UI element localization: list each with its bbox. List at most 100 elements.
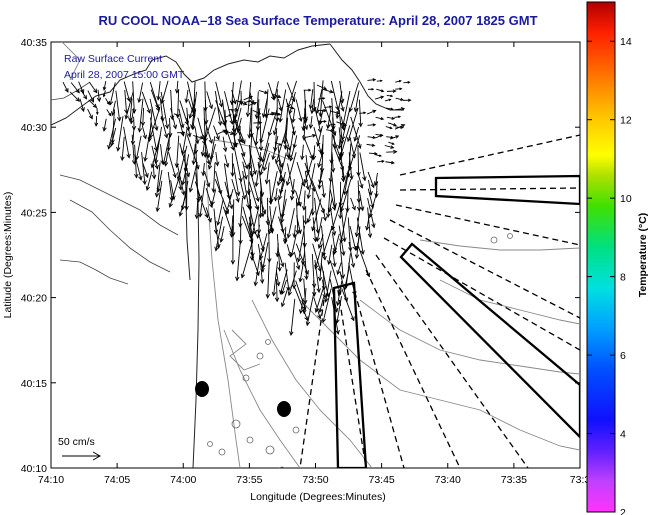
current-vector <box>286 244 292 258</box>
current-vector <box>375 154 382 157</box>
current-vector <box>313 297 322 320</box>
current-vector <box>376 79 383 83</box>
current-vector <box>353 90 360 113</box>
colorbar-tick-label: 4 <box>620 429 626 441</box>
current-vector <box>295 190 302 207</box>
current-vector <box>277 154 284 169</box>
current-vector <box>336 262 342 276</box>
y-axis: 40:35 40:30 40:25 40:20 40:15 40:10 <box>21 37 580 475</box>
current-vector <box>308 116 314 130</box>
current-vector <box>322 279 327 299</box>
current-vector <box>316 126 323 147</box>
current-vector <box>328 123 336 127</box>
current-vector <box>252 109 262 115</box>
current-vector <box>106 109 112 117</box>
current-vector <box>356 217 365 256</box>
current-vector <box>341 288 355 322</box>
current-vector <box>240 243 253 279</box>
current-vector <box>356 243 371 278</box>
current-vector <box>249 207 257 235</box>
current-vector <box>339 242 346 280</box>
current-vector <box>367 78 377 82</box>
current-vector <box>329 189 337 211</box>
current-vector <box>350 116 362 150</box>
current-vector <box>365 217 370 231</box>
current-vector <box>293 251 301 271</box>
current-vector <box>188 98 196 120</box>
current-vector <box>384 145 395 149</box>
current-vector <box>140 107 146 127</box>
current-vector <box>339 206 349 244</box>
current-vector <box>326 180 332 219</box>
current-vector <box>339 99 345 112</box>
colorbar-tick-label: 12 <box>620 115 632 127</box>
current-vector <box>387 122 398 127</box>
current-vector <box>304 171 310 191</box>
current-vector <box>285 152 297 187</box>
current-vector <box>188 162 198 193</box>
current-vector <box>308 89 314 110</box>
annotation-line-2: April 28, 2007 15:00 GMT <box>64 69 185 81</box>
current-vector <box>250 152 257 175</box>
current-vector <box>277 98 283 112</box>
current-vector <box>224 181 234 210</box>
current-vector <box>377 159 385 163</box>
current-vector <box>245 100 252 104</box>
current-vector <box>149 98 159 132</box>
current-vector <box>123 126 131 159</box>
current-vector <box>348 152 354 181</box>
current-vector <box>389 135 400 140</box>
colorbar-label: Temperature (°C) <box>637 213 649 298</box>
current-vector <box>274 127 288 165</box>
x-tick-label: 74:05 <box>104 474 130 486</box>
current-vector <box>160 91 170 130</box>
current-vector <box>366 109 377 115</box>
current-vector <box>222 136 228 153</box>
current-vector <box>271 135 279 161</box>
current-vector <box>176 163 186 196</box>
current-vector <box>170 107 178 130</box>
current-vector <box>95 107 99 116</box>
current-vector <box>156 169 163 193</box>
x-axis: 74:10 74:05 74:00 73:55 73:50 73:45 73:40 73:35… <box>38 42 590 486</box>
current-vector <box>291 108 296 124</box>
current-vector <box>287 270 297 297</box>
current-vector <box>134 144 139 179</box>
current-vector <box>224 154 230 168</box>
current-vector <box>154 126 162 165</box>
contours <box>61 42 580 468</box>
current-vector <box>273 81 279 100</box>
current-vector <box>268 179 273 206</box>
current-vector <box>239 143 246 157</box>
x-axis-title: Longitude (Degrees:Minutes) <box>250 491 385 503</box>
current-vector <box>205 151 211 165</box>
current-vector <box>348 242 356 269</box>
current-vector <box>332 233 337 253</box>
scale-label: 50 cm/s <box>58 436 95 448</box>
y-tick-label: 40:25 <box>21 207 47 219</box>
current-vector <box>374 95 385 100</box>
current-vector <box>214 216 224 252</box>
radar-coverage-lines <box>299 134 580 468</box>
current-vector <box>348 82 359 113</box>
current-vector <box>231 89 237 105</box>
current-vector <box>314 243 323 270</box>
current-vector <box>275 243 280 258</box>
current-vector <box>240 152 249 170</box>
current-vector <box>313 127 323 154</box>
current-vector <box>332 251 337 268</box>
current-vector <box>178 190 188 217</box>
current-vector <box>342 269 350 291</box>
y-tick-label: 40:15 <box>21 378 47 390</box>
current-vector <box>337 134 342 150</box>
current-vector <box>280 279 287 296</box>
current-vector <box>247 107 252 139</box>
current-vector <box>265 261 271 299</box>
current-vector <box>259 142 270 176</box>
current-vector <box>394 124 406 130</box>
current-vector <box>386 149 398 154</box>
current-vector <box>310 188 315 216</box>
current-vector <box>303 242 309 281</box>
annotation-line-1: Raw Surface Current <box>64 53 162 65</box>
